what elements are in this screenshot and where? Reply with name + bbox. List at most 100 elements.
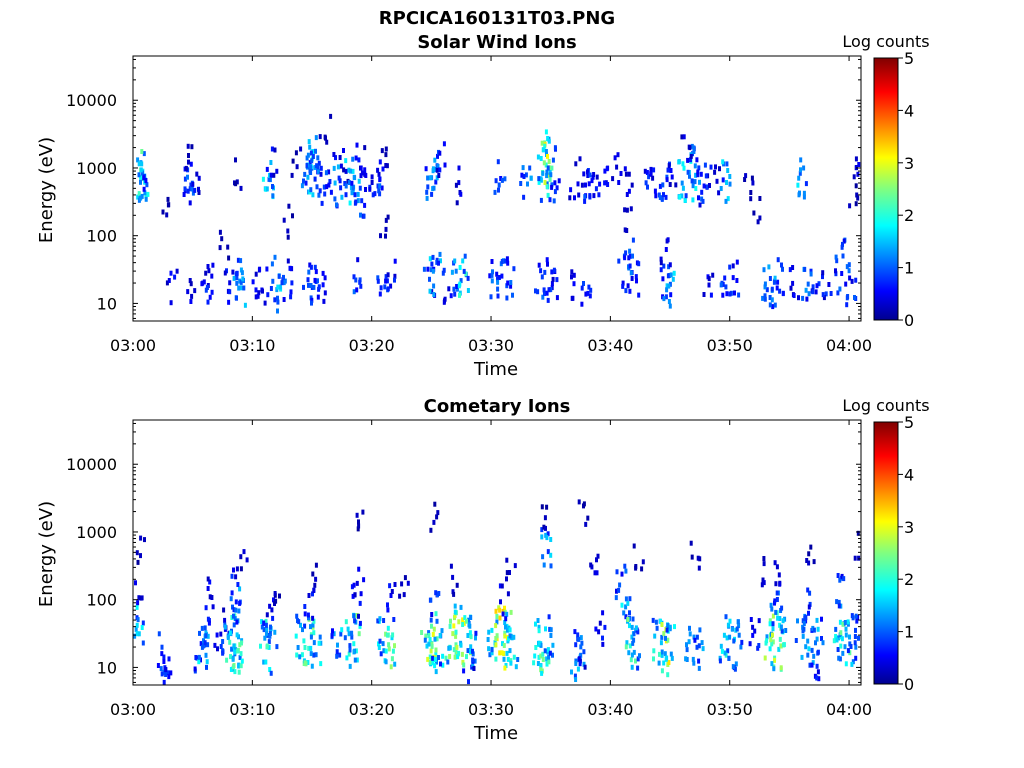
- spectrogram-cell: [336, 642, 339, 648]
- spectrogram-cell: [270, 261, 274, 267]
- spectrogram-cell: [299, 622, 302, 628]
- spectrogram-cell: [210, 273, 214, 279]
- spectrogram-cell: [377, 188, 381, 194]
- spectrogram-cell: [335, 202, 338, 208]
- spectrogram-cell: [299, 146, 303, 152]
- spectrogram-cell: [503, 176, 507, 182]
- spectrogram-cell: [854, 277, 858, 283]
- spectrogram-cell: [309, 624, 312, 630]
- spectrogram-cell: [812, 653, 816, 659]
- spectrogram-cell: [424, 166, 428, 172]
- spectrogram-cell: [841, 650, 845, 656]
- spectrogram-cell: [403, 575, 407, 581]
- spectrogram-cell: [435, 636, 439, 642]
- spectrogram-cell: [166, 670, 170, 676]
- spectrogram-cell: [770, 606, 774, 612]
- x-tick-label: 03:30: [468, 700, 514, 719]
- spectrogram-cell: [473, 658, 477, 664]
- spectrogram-cell: [623, 207, 627, 213]
- spectrogram-cell: [506, 280, 510, 286]
- spectrogram-cell: [537, 176, 541, 182]
- spectrogram-cell: [589, 562, 593, 568]
- spectrogram-cell: [571, 295, 575, 301]
- spectrogram-cell: [227, 255, 231, 261]
- spectrogram-cell: [193, 288, 197, 294]
- spectrogram-cell: [668, 182, 672, 187]
- spectrogram-cell: [378, 191, 382, 197]
- spectrogram-cell: [382, 618, 386, 623]
- spectrogram-cell: [576, 632, 580, 638]
- spectrogram-cell: [136, 600, 140, 606]
- spectrogram-cell: [362, 213, 366, 219]
- spectrogram-cell: [588, 172, 592, 178]
- spectrogram-cell: [721, 177, 725, 183]
- spectrogram-cell: [615, 164, 619, 170]
- spectrogram-cell: [509, 609, 513, 615]
- spectrogram-cell: [699, 171, 703, 177]
- spectrogram-cell: [320, 200, 324, 206]
- spectrogram-cell: [459, 642, 463, 648]
- spectrogram-cell: [211, 262, 215, 268]
- spectrogram-cell: [314, 576, 318, 582]
- spectrogram-cell: [239, 566, 243, 572]
- spectrogram-cell: [184, 165, 188, 171]
- spectrogram-cell: [658, 195, 662, 200]
- spectrogram-cell: [808, 590, 812, 596]
- spectrogram-cell: [847, 262, 851, 268]
- spectrogram-cell: [700, 640, 704, 646]
- spectrogram-cell: [834, 271, 838, 277]
- spectrogram-cell: [634, 564, 638, 569]
- spectrogram-cell: [508, 570, 511, 575]
- spectrogram-cell: [230, 590, 234, 596]
- spectrogram-cell: [335, 653, 339, 659]
- spectrogram-cell: [549, 537, 553, 542]
- spectrogram-cell: [234, 181, 238, 187]
- spectrogram-cell: [434, 647, 438, 653]
- spectrogram-cell: [815, 636, 819, 642]
- spectrogram-cell: [231, 656, 235, 662]
- spectrogram-cell: [725, 180, 728, 185]
- spectrogram-cell: [267, 644, 271, 650]
- spectrogram-cell: [205, 285, 209, 290]
- spectrogram-cell: [319, 640, 323, 646]
- spectrogram-cell: [546, 136, 550, 141]
- spectrogram-cell: [377, 171, 381, 177]
- spectrogram-cell: [230, 615, 234, 620]
- spectrogram-cell: [490, 278, 494, 284]
- spectrogram-cell: [291, 158, 295, 164]
- spectrogram-cell: [234, 157, 237, 163]
- spectrogram-cell: [308, 262, 312, 268]
- spectrogram-cell: [316, 164, 320, 170]
- spectrogram-cell: [573, 673, 577, 679]
- colorbar-label: Log counts: [842, 396, 929, 415]
- spectrogram-cell: [197, 186, 200, 192]
- spectrogram-cell: [768, 618, 772, 624]
- spectrogram-cell: [487, 629, 491, 635]
- spectrogram-cell: [268, 603, 272, 609]
- spectrogram-cell: [139, 553, 142, 559]
- spectrogram-cell: [708, 183, 711, 188]
- spectrogram-cell: [386, 286, 390, 292]
- spectrogram-cell: [697, 565, 701, 571]
- spectrogram-cell: [674, 182, 678, 188]
- spectrogram-cell: [295, 164, 299, 170]
- spectrogram-cell: [467, 679, 470, 685]
- spectrogram-cell: [338, 652, 342, 658]
- spectrogram-cell: [701, 198, 705, 204]
- spectrogram-cell: [534, 288, 537, 294]
- spectrogram-cell: [635, 278, 638, 284]
- spectrogram-cell: [259, 643, 262, 649]
- spectrogram-cell: [724, 198, 728, 204]
- spectrogram-cell: [533, 653, 537, 659]
- spectrogram-cell: [317, 284, 321, 290]
- spectrogram-cell: [313, 277, 317, 283]
- x-tick-label: 03:20: [349, 336, 395, 355]
- spectrogram-cell: [219, 631, 223, 637]
- spectrogram-cell: [775, 597, 779, 602]
- spectrogram-cell: [547, 159, 551, 164]
- spectrogram-cell: [622, 610, 626, 616]
- spectrogram-cell: [459, 604, 463, 610]
- spectrogram-cell: [264, 659, 268, 665]
- spectrogram-cell: [503, 620, 507, 625]
